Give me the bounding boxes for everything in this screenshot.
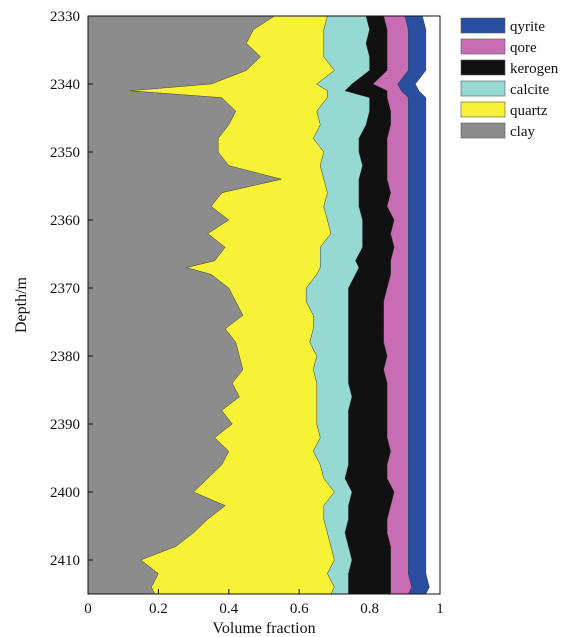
- legend-swatch-quartz: [460, 101, 506, 118]
- x-tick-label: 0.2: [149, 601, 168, 617]
- y-tick-label: 2370: [50, 281, 80, 297]
- legend-swatch-clay: [460, 122, 506, 139]
- legend-label-quartz: quartz: [510, 103, 548, 119]
- y-tick-label: 2330: [50, 9, 80, 25]
- y-tick-label: 2340: [50, 77, 80, 93]
- legend-label-kerogen: kerogen: [510, 61, 559, 77]
- legend-label-qyrite: qyrite: [510, 19, 545, 35]
- legend-swatch-kerogen: [460, 59, 506, 76]
- y-tick-label: 2400: [50, 485, 80, 501]
- y-tick-label: 2410: [50, 553, 80, 569]
- x-axis: 0 0.2 0.4 0.6 0.8 1: [84, 589, 444, 617]
- legend-label-calcite: calcite: [510, 82, 549, 98]
- y-axis: 2330 2340 2350 2360 2370 2380 2390 2400 2410: [50, 9, 93, 569]
- y-tick-label: 2350: [50, 145, 80, 161]
- legend-label-qore: qore: [510, 40, 537, 56]
- legend-label-clay: clay: [510, 124, 535, 140]
- y-tick-label: 2360: [50, 213, 80, 229]
- legend-swatch-qore: [460, 38, 506, 55]
- x-tick-label: 0.4: [219, 601, 238, 617]
- legend-swatch-calcite: [460, 80, 506, 97]
- legend: qyrite qore kerogen calcite quartz clay: [460, 17, 559, 140]
- legend-swatch-qyrite: [460, 17, 506, 34]
- x-tick-label: 1: [436, 601, 444, 617]
- x-axis-label: Volume fraction: [212, 620, 315, 637]
- x-tick-label: 0.8: [360, 601, 379, 617]
- stacked-areas: [87, 15, 430, 595]
- y-axis-label: Depth/m: [13, 276, 30, 333]
- x-tick-label: 0: [84, 601, 92, 617]
- plot-frame: [87, 15, 441, 595]
- y-tick-label: 2390: [50, 417, 80, 433]
- x-tick-label: 0.6: [290, 601, 309, 617]
- y-tick-label: 2380: [50, 349, 80, 365]
